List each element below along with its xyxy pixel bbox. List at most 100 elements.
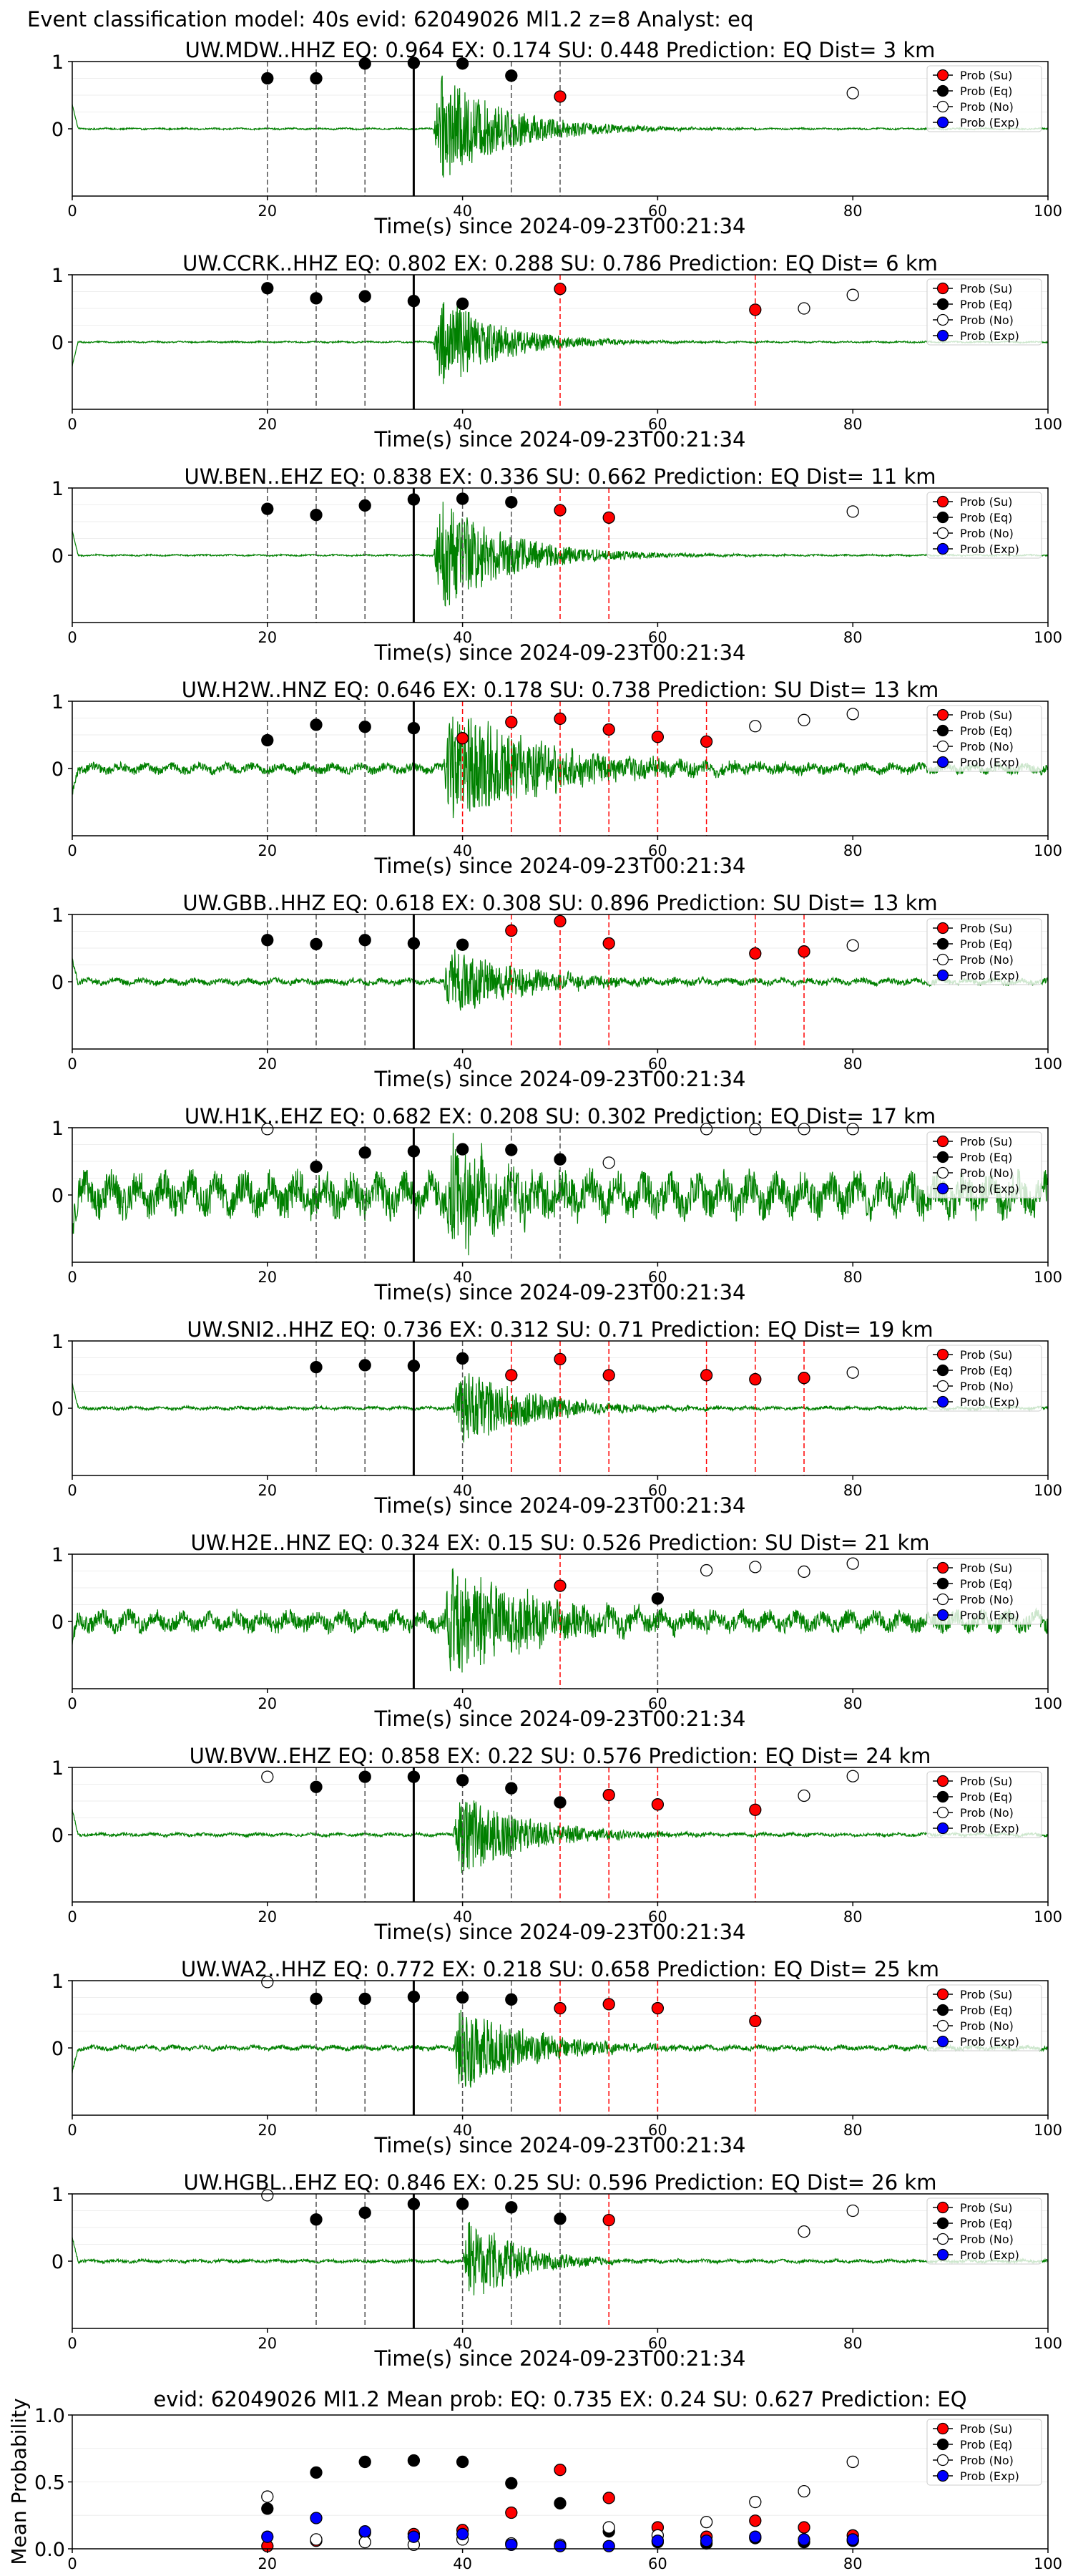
x-axis-label: Time(s) since 2024-09-23T00:21:34 — [374, 1920, 746, 1944]
point-eq — [358, 2455, 371, 2469]
legend-label-su: Prob (Su) — [960, 495, 1012, 509]
point-su — [798, 945, 810, 958]
point-no — [261, 1123, 274, 1136]
legend-label-su: Prob (Su) — [960, 922, 1012, 935]
legend-label-exp: Prob (Exp) — [960, 969, 1019, 982]
legend-marker-su — [936, 922, 949, 935]
x-tick-label: 60 — [648, 2555, 667, 2572]
legend-label-su: Prob (Su) — [960, 1561, 1012, 1575]
legend-marker-no — [936, 1380, 949, 1392]
legend-marker-su — [936, 1561, 949, 1574]
point-no — [310, 2533, 323, 2546]
point-eq — [310, 1992, 323, 2006]
legend-marker-exp — [936, 2035, 949, 2048]
legend-label-no: Prob (No) — [960, 1380, 1014, 1393]
point-exp — [602, 2540, 615, 2552]
y-tick-label: 0 — [52, 2251, 64, 2273]
point-eq — [554, 1153, 567, 1166]
point-su — [505, 1369, 518, 1382]
point-no — [798, 2484, 810, 2498]
x-tick-label: 80 — [843, 203, 863, 220]
waveform-trace — [72, 1133, 1048, 1256]
point-exp — [505, 2538, 518, 2552]
point-su — [554, 2464, 567, 2477]
point-eq — [261, 282, 274, 295]
legend-label-no: Prob (No) — [960, 527, 1014, 540]
point-no — [749, 1123, 762, 1136]
legend-box — [926, 2197, 1042, 2265]
x-tick-label: 20 — [258, 416, 277, 433]
legend-marker-exp — [936, 1822, 949, 1835]
legend-label-no: Prob (No) — [960, 2454, 1014, 2467]
x-tick-label: 100 — [1034, 2122, 1062, 2139]
point-no — [846, 708, 859, 721]
point-eq — [407, 493, 421, 506]
point-eq — [505, 1782, 518, 1795]
point-eq — [505, 69, 518, 82]
point-no — [261, 2490, 274, 2503]
legend-marker-su — [936, 708, 949, 721]
x-tick-label: 40 — [453, 2555, 472, 2572]
x-axis-label: Time(s) since 2024-09-23T00:21:34 — [374, 1280, 746, 1304]
point-eq — [310, 72, 323, 85]
point-su — [554, 914, 567, 928]
y-tick-label: 0 — [52, 758, 64, 781]
legend-marker-su — [936, 1348, 949, 1361]
legend-box — [926, 492, 1042, 559]
x-tick-label: 80 — [843, 2335, 863, 2352]
legend-label-exp: Prob (Exp) — [960, 329, 1019, 343]
point-eq — [407, 295, 421, 308]
legend-marker-no — [936, 527, 949, 540]
point-su — [700, 1369, 713, 1382]
y-tick-label: 1 — [52, 1757, 64, 1780]
point-no — [602, 2521, 615, 2534]
legend-label-eq: Prob (Eq) — [960, 2217, 1012, 2230]
legend-box — [926, 278, 1042, 346]
x-tick-label: 100 — [1034, 629, 1062, 646]
point-exp — [554, 2540, 567, 2552]
point-su — [749, 2014, 762, 2028]
point-eq — [358, 1992, 371, 2006]
panel-title: UW.BVW..EHZ EQ: 0.858 EX: 0.22 SU: 0.576… — [190, 1744, 931, 1768]
x-tick-label: 20 — [258, 203, 277, 220]
legend-box — [926, 2419, 1042, 2486]
y-tick-label: 1 — [52, 1118, 64, 1140]
point-no — [846, 1557, 859, 1570]
point-eq — [261, 502, 274, 515]
legend-label-eq: Prob (Eq) — [960, 1364, 1012, 1377]
y-axis-label: Mean Probability — [7, 2398, 31, 2565]
panel-12: 1.0 0.5 0.00 20 40 60 80 100 evid: 62049026 Ml1.… — [7, 2387, 1062, 2572]
point-exp — [651, 2534, 665, 2547]
point-su — [651, 731, 665, 743]
point-su — [554, 1352, 567, 1366]
point-exp — [456, 2527, 469, 2541]
point-eq — [456, 2455, 469, 2469]
point-eq — [358, 2206, 371, 2219]
point-eq — [456, 1991, 469, 2004]
legend-label-exp: Prob (Exp) — [960, 1609, 1019, 1622]
point-no — [700, 2515, 713, 2529]
point-eq — [358, 1770, 371, 1783]
point-no — [846, 505, 859, 518]
point-eq — [505, 2201, 518, 2214]
legend-marker-no — [936, 313, 949, 326]
x-tick-label: 0 — [67, 2335, 77, 2352]
point-exp — [749, 2530, 762, 2543]
point-eq — [358, 1359, 371, 1372]
legend-label-su: Prob (Su) — [960, 2201, 1012, 2215]
y-tick-label: 0 — [52, 972, 64, 994]
x-tick-label: 100 — [1034, 1055, 1062, 1073]
x-tick-label: 60 — [648, 1269, 667, 1286]
x-tick-label: 0 — [67, 1055, 77, 1073]
panel-title: UW.H2W..HNZ EQ: 0.646 EX: 0.178 SU: 0.73… — [182, 678, 939, 702]
point-eq — [456, 297, 469, 311]
point-no — [749, 2495, 762, 2509]
point-eq — [407, 1145, 421, 1158]
x-tick-label: 60 — [648, 629, 667, 646]
